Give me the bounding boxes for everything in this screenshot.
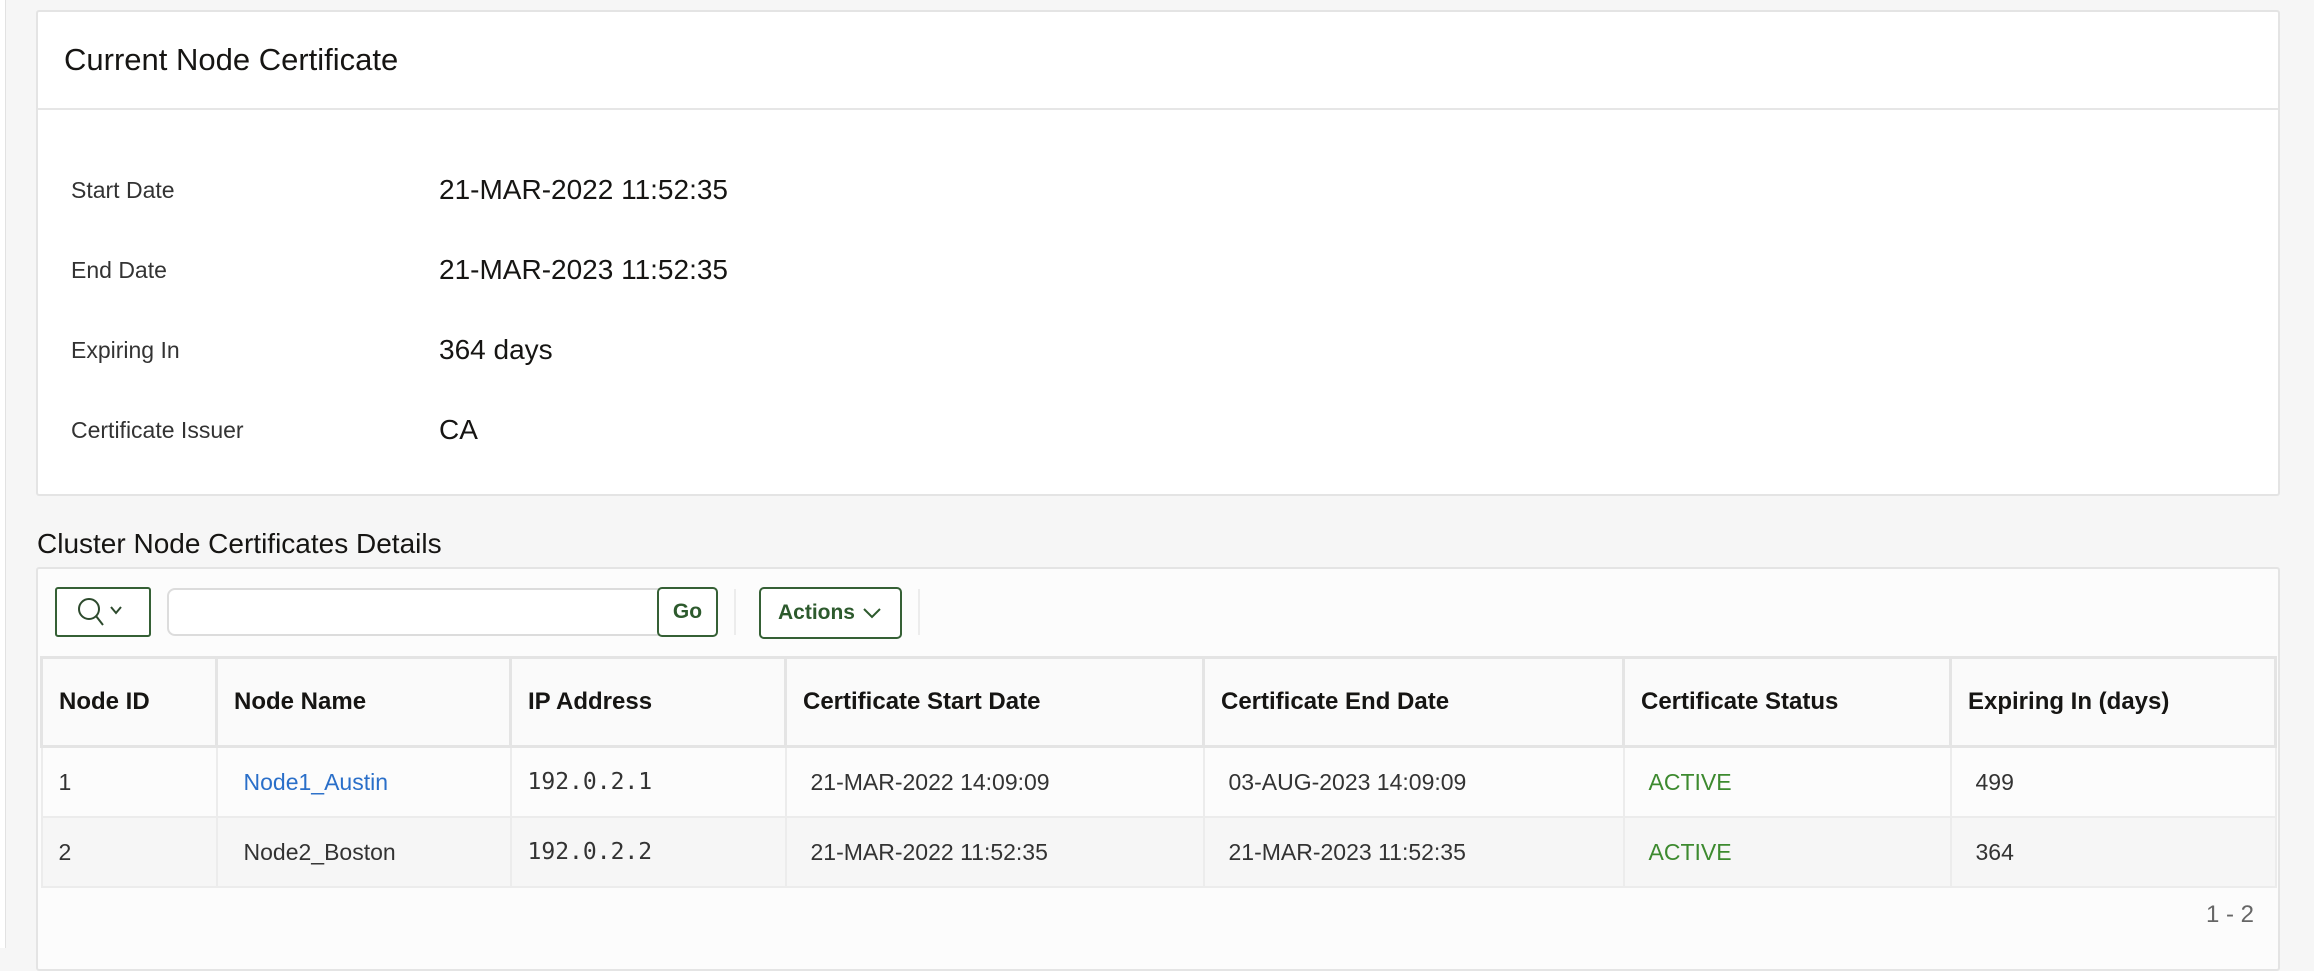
field-label: Certificate Issuer (71, 416, 244, 443)
go-button[interactable]: Go (657, 587, 718, 637)
cell-status: ACTIVE (1622, 745, 1952, 818)
cell-start-date: 21-MAR-2022 11:52:35 (784, 816, 1205, 888)
chevron-down-icon (863, 608, 881, 619)
field-value: 21-MAR-2022 11:52:35 (439, 174, 728, 205)
column-header-start-date[interactable]: Certificate Start Date (784, 656, 1205, 748)
pagination-range: 1 - 2 (2205, 901, 2254, 928)
cell-node-id: 2 (40, 816, 218, 888)
column-header-node-id[interactable]: Node ID (40, 656, 218, 748)
table-row: 2 Node2_Boston 192.0.2.2 21-MAR-2022 11:… (40, 816, 2277, 888)
column-header-node-name[interactable]: Node Name (215, 656, 512, 748)
field-certificate-issuer: Certificate Issuer CA (71, 410, 478, 450)
cell-expiring-in: 364 (1949, 816, 2277, 888)
certificates-table: Node ID Node Name IP Address Certificate… (40, 656, 2277, 888)
field-value: 364 days (439, 334, 553, 365)
field-label: Expiring In (71, 336, 180, 363)
column-header-end-date[interactable]: Certificate End Date (1202, 656, 1625, 748)
field-value: CA (439, 414, 478, 445)
table-row: 1 Node1_Austin 192.0.2.1 21-MAR-2022 14:… (40, 745, 2277, 818)
cell-node-name-link[interactable]: Node1_Austin (215, 745, 512, 818)
field-label: Start Date (71, 176, 175, 203)
column-header-ip-address[interactable]: IP Address (509, 656, 787, 748)
cell-node-id: 1 (40, 745, 218, 818)
cell-node-name: Node2_Boston (215, 816, 512, 888)
table-header-row: Node ID Node Name IP Address Certificate… (40, 656, 2277, 748)
cell-ip-address: 192.0.2.1 (509, 745, 787, 818)
actions-label: Actions (777, 601, 855, 624)
chevron-down-icon (110, 606, 122, 615)
actions-button[interactable]: Actions (759, 587, 902, 639)
column-header-status[interactable]: Certificate Status (1622, 656, 1952, 748)
cell-status: ACTIVE (1622, 816, 1952, 888)
card-title: Current Node Certificate (38, 12, 2278, 110)
cell-end-date: 21-MAR-2023 11:52:35 (1202, 816, 1625, 888)
toolbar-separator (918, 589, 920, 635)
field-end-date: End Date 21-MAR-2023 11:52:35 (71, 250, 728, 290)
search-icon (78, 598, 122, 626)
cell-end-date: 03-AUG-2023 14:09:09 (1202, 745, 1625, 818)
field-label: End Date (71, 256, 167, 283)
page-edge (0, 0, 6, 948)
field-start-date: Start Date 21-MAR-2022 11:52:35 (71, 170, 728, 210)
field-expiring-in: Expiring In 364 days (71, 330, 553, 370)
section-title: Cluster Node Certificates Details (37, 528, 442, 559)
current-node-certificate-card: Current Node Certificate Start Date 21-M… (36, 10, 2280, 496)
cluster-certificates-grid: Go Actions Node ID Node Name IP Address … (36, 567, 2280, 971)
cell-start-date: 21-MAR-2022 14:09:09 (784, 745, 1205, 818)
field-value: 21-MAR-2023 11:52:35 (439, 254, 728, 285)
toolbar-separator (734, 589, 736, 635)
cell-expiring-in: 499 (1949, 745, 2277, 818)
column-header-expiring-in[interactable]: Expiring In (days) (1949, 656, 2277, 748)
search-input[interactable] (167, 588, 697, 636)
cell-ip-address: 192.0.2.2 (509, 816, 787, 888)
search-column-button[interactable] (55, 587, 151, 637)
